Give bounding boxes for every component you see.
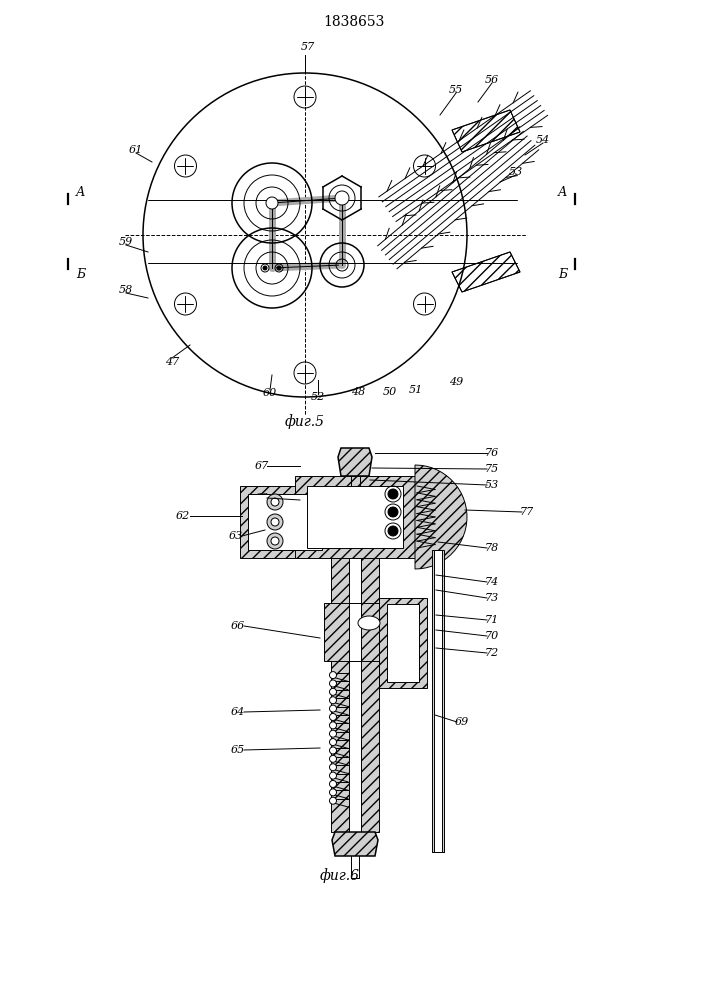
Text: 77: 77 xyxy=(520,507,534,517)
Bar xyxy=(432,550,444,852)
Circle shape xyxy=(329,680,337,687)
Circle shape xyxy=(329,705,337,712)
Circle shape xyxy=(388,489,398,499)
Text: фиг.6: фиг.6 xyxy=(320,869,360,883)
Circle shape xyxy=(329,739,337,746)
Circle shape xyxy=(267,494,283,510)
Text: 62: 62 xyxy=(176,511,190,521)
Text: 54: 54 xyxy=(536,135,550,145)
Text: 68: 68 xyxy=(255,493,269,503)
Circle shape xyxy=(329,672,337,679)
Bar xyxy=(324,603,386,661)
Bar xyxy=(295,476,415,558)
Circle shape xyxy=(329,789,337,796)
Text: 51: 51 xyxy=(409,385,423,395)
Text: 53: 53 xyxy=(509,167,523,177)
Text: 66: 66 xyxy=(231,621,245,631)
Text: 61: 61 xyxy=(129,145,143,155)
Circle shape xyxy=(329,755,337,762)
Bar xyxy=(240,486,330,558)
Circle shape xyxy=(329,772,337,779)
Circle shape xyxy=(329,747,337,754)
Polygon shape xyxy=(338,448,372,476)
Text: 47: 47 xyxy=(165,357,179,367)
Text: фиг.5: фиг.5 xyxy=(285,415,325,429)
Circle shape xyxy=(329,722,337,729)
Text: 72: 72 xyxy=(485,648,499,658)
Text: 65: 65 xyxy=(231,745,245,755)
Bar xyxy=(331,558,379,832)
Circle shape xyxy=(329,764,337,771)
Text: 49: 49 xyxy=(449,377,463,387)
Text: 74: 74 xyxy=(485,577,499,587)
Circle shape xyxy=(267,514,283,530)
Circle shape xyxy=(329,730,337,737)
Circle shape xyxy=(271,518,279,526)
Polygon shape xyxy=(332,832,378,856)
Text: 70: 70 xyxy=(485,631,499,641)
Bar xyxy=(379,598,427,688)
Text: 75: 75 xyxy=(485,464,499,474)
Text: Б: Б xyxy=(76,268,85,282)
Text: 64: 64 xyxy=(231,707,245,717)
Text: 55: 55 xyxy=(449,85,463,95)
Circle shape xyxy=(271,537,279,545)
Text: 1838653: 1838653 xyxy=(323,15,385,29)
Circle shape xyxy=(388,526,398,536)
Text: А: А xyxy=(558,186,567,198)
Text: 48: 48 xyxy=(351,387,365,397)
Text: 73: 73 xyxy=(485,593,499,603)
Text: 76: 76 xyxy=(485,448,499,458)
Circle shape xyxy=(267,533,283,549)
Text: 78: 78 xyxy=(485,543,499,553)
Circle shape xyxy=(329,688,337,695)
Bar xyxy=(434,550,442,852)
Circle shape xyxy=(329,797,337,804)
Text: 50: 50 xyxy=(383,387,397,397)
Circle shape xyxy=(329,713,337,720)
Circle shape xyxy=(329,780,337,787)
Circle shape xyxy=(277,266,281,270)
Polygon shape xyxy=(415,465,467,569)
Circle shape xyxy=(388,507,398,517)
Text: 60: 60 xyxy=(263,388,277,398)
Text: 63: 63 xyxy=(229,531,243,541)
Ellipse shape xyxy=(358,616,380,630)
Text: 56: 56 xyxy=(485,75,499,85)
Text: 52: 52 xyxy=(311,392,325,402)
Circle shape xyxy=(266,197,278,209)
Bar xyxy=(248,494,322,550)
Text: А: А xyxy=(76,186,86,198)
Text: 67: 67 xyxy=(255,461,269,471)
Text: Б: Б xyxy=(558,268,567,282)
Bar xyxy=(349,558,361,832)
Text: 53: 53 xyxy=(485,480,499,490)
Text: 59: 59 xyxy=(119,237,133,247)
Bar xyxy=(349,603,361,661)
Circle shape xyxy=(335,191,349,205)
Bar xyxy=(351,476,359,541)
Circle shape xyxy=(271,498,279,506)
Circle shape xyxy=(263,266,267,270)
Circle shape xyxy=(329,697,337,704)
Text: 69: 69 xyxy=(455,717,469,727)
Text: 58: 58 xyxy=(119,285,133,295)
Bar xyxy=(307,486,403,548)
Bar xyxy=(387,604,419,682)
Text: 71: 71 xyxy=(485,615,499,625)
Text: 57: 57 xyxy=(301,42,315,52)
